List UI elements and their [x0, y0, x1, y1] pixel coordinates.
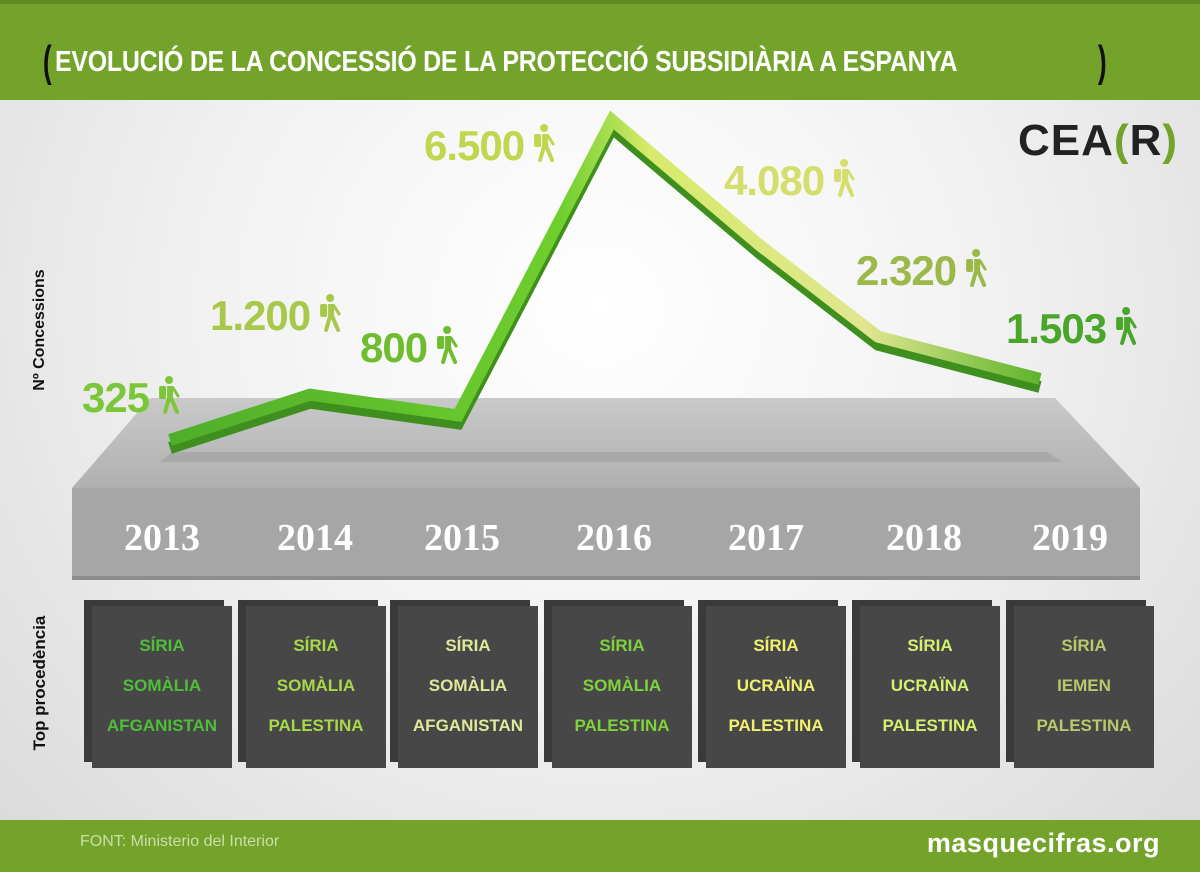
country-label: PALESTINA — [728, 716, 824, 735]
year-tick-2013: 2013 — [124, 517, 200, 559]
platform-front-edge — [72, 576, 1140, 580]
procedencia-box-2019: SÍRIA IEMEN PALESTINA — [1014, 606, 1154, 768]
header-bar — [0, 0, 1200, 100]
data-label-2014: 1.200 — [210, 292, 310, 339]
source-note: FONT: Ministerio del Interior — [80, 833, 280, 850]
walking-person-icon — [834, 159, 855, 197]
country-label: PALESTINA — [882, 716, 978, 735]
platform-top — [72, 398, 1140, 488]
country-label: UCRAÏNA — [736, 676, 816, 695]
country-label: SOMÀLIA — [276, 676, 356, 695]
year-tick-2015: 2015 — [424, 517, 500, 559]
walking-person-icon — [320, 294, 341, 332]
data-point-2015 — [455, 412, 461, 418]
procedencia-box-2016: SÍRIA SOMÀLIA PALESTINA — [552, 606, 692, 768]
walking-person-icon — [966, 249, 987, 287]
walking-person-icon — [159, 376, 180, 414]
page-title: EVOLUCIÓ DE LA CONCESSIÓ DE LA PROTECCIÓ… — [54, 45, 958, 78]
procedencia-label: Top procedència — [30, 615, 49, 751]
country-label: UCRAÏNA — [890, 676, 970, 695]
procedencia-box-2013: SÍRIA SOMÀLIA AFGANISTAN — [92, 606, 232, 768]
title-open-bracket: ( — [42, 37, 52, 86]
title-close-bracket: ) — [1097, 37, 1107, 86]
country-label: SÍRIA — [753, 636, 799, 655]
data-label-2013: 325 — [82, 374, 150, 421]
platform-front — [72, 488, 1140, 580]
country-label: SÍRIA — [907, 636, 953, 655]
country-label: PALESTINA — [1036, 716, 1132, 735]
country-label: PALESTINA — [268, 716, 364, 735]
procedencia-box-2015: SÍRIA SOMÀLIA AFGANISTAN — [398, 606, 538, 768]
walking-person-icon — [437, 326, 458, 364]
country-label: SÍRIA — [139, 636, 185, 655]
country-label: SOMÀLIA — [582, 676, 662, 695]
walking-person-icon — [1116, 307, 1137, 345]
line-chart: 2013 2014 2015 2016 2017 2018 2019 325 1.200 800… — [72, 110, 1140, 580]
cear-logo: CEA(R) — [1018, 116, 1178, 165]
country-label: AFGANISTAN — [106, 716, 218, 735]
data-point-2018 — [875, 334, 881, 340]
country-label: SÍRIA — [293, 636, 339, 655]
footer-bar — [0, 820, 1200, 872]
year-tick-2016: 2016 — [576, 517, 652, 559]
procedencia-box-2014: SÍRIA SOMÀLIA PALESTINA — [246, 606, 386, 768]
year-tick-2014: 2014 — [277, 517, 353, 559]
data-label-2015: 800 — [360, 324, 427, 371]
data-point-2019 — [1037, 376, 1043, 382]
data-label-2017: 4.080 — [724, 157, 824, 204]
country-label: SÍRIA — [1061, 636, 1107, 655]
year-tick-2018: 2018 — [886, 517, 962, 559]
data-label-2019: 1.503 — [1006, 305, 1106, 352]
country-label: PALESTINA — [574, 716, 670, 735]
country-label: SÍRIA — [445, 636, 491, 655]
procedencia-box-2018: SÍRIA UCRAÏNA PALESTINA — [860, 606, 1000, 768]
country-label: IEMEN — [1057, 676, 1111, 695]
country-label: AFGANISTAN — [412, 716, 524, 735]
year-tick-2019: 2019 — [1032, 517, 1108, 559]
procedencia-box-2017: SÍRIA UCRAÏNA PALESTINA — [706, 606, 846, 768]
data-point-2014 — [307, 392, 313, 398]
country-label: SOMÀLIA — [122, 676, 202, 695]
walking-person-icon — [534, 124, 555, 162]
series-line — [168, 110, 1042, 446]
data-label-2018: 2.320 — [856, 247, 956, 294]
platform-inner — [160, 452, 1062, 462]
data-point-2013 — [167, 437, 173, 443]
title-box: ( EVOLUCIÓ DE LA CONCESSIÓ DE LA PROTECC… — [40, 38, 1109, 86]
data-point-2017 — [757, 242, 763, 248]
site-url[interactable]: masquecifras.org — [926, 828, 1160, 858]
data-label-2016: 6.500 — [424, 122, 524, 169]
country-label: SOMÀLIA — [428, 676, 508, 695]
year-tick-2017: 2017 — [728, 517, 804, 559]
data-point-2016 — [609, 117, 615, 123]
country-label: SÍRIA — [599, 636, 645, 655]
